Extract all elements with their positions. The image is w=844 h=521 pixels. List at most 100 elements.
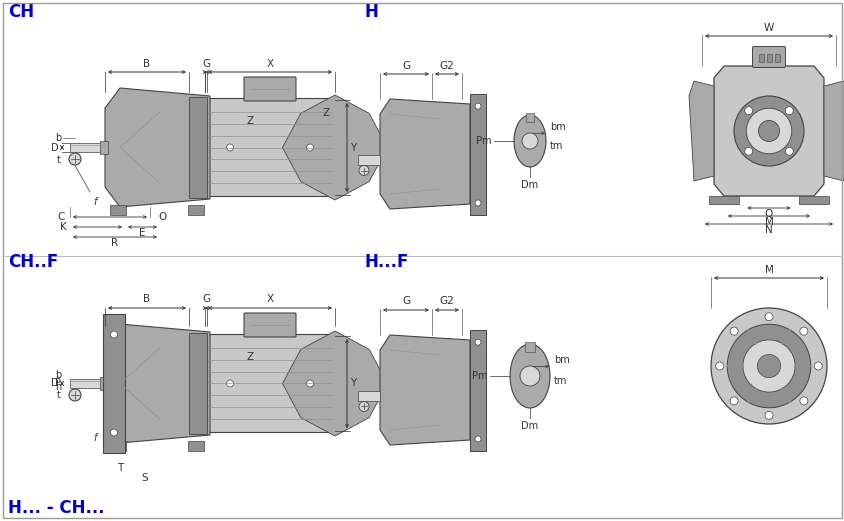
Circle shape bbox=[306, 380, 313, 387]
Text: H... - CH...: H... - CH... bbox=[8, 499, 105, 517]
Text: b: b bbox=[55, 133, 61, 143]
Circle shape bbox=[799, 327, 807, 335]
Circle shape bbox=[758, 120, 778, 142]
Text: N: N bbox=[764, 225, 772, 235]
Polygon shape bbox=[282, 331, 387, 436]
Text: P: P bbox=[55, 378, 61, 388]
Text: Z: Z bbox=[246, 352, 254, 362]
Text: M: M bbox=[764, 265, 772, 275]
Circle shape bbox=[756, 354, 780, 378]
FancyBboxPatch shape bbox=[203, 334, 336, 432]
Circle shape bbox=[474, 200, 480, 206]
Polygon shape bbox=[713, 66, 823, 196]
Bar bbox=[358, 391, 380, 401]
Text: Z: Z bbox=[246, 116, 254, 126]
FancyBboxPatch shape bbox=[244, 77, 295, 101]
Text: B: B bbox=[143, 294, 150, 304]
Text: O: O bbox=[158, 212, 166, 222]
Text: t: t bbox=[57, 390, 61, 400]
Circle shape bbox=[733, 96, 803, 166]
Circle shape bbox=[784, 107, 793, 115]
Bar bbox=[766, 54, 771, 62]
Text: T: T bbox=[116, 463, 123, 473]
Bar bbox=[358, 155, 380, 165]
Circle shape bbox=[226, 144, 233, 151]
Text: G2: G2 bbox=[439, 296, 454, 306]
Text: Dm: Dm bbox=[521, 180, 538, 190]
Bar bbox=[100, 141, 108, 154]
Polygon shape bbox=[105, 88, 210, 207]
Circle shape bbox=[745, 108, 791, 154]
Text: Pm: Pm bbox=[476, 136, 491, 146]
Text: H: H bbox=[365, 3, 378, 21]
FancyBboxPatch shape bbox=[189, 97, 207, 198]
Circle shape bbox=[522, 133, 538, 149]
Circle shape bbox=[226, 380, 233, 387]
Text: tm: tm bbox=[549, 141, 563, 151]
Bar bbox=[187, 205, 203, 215]
Text: M: M bbox=[764, 217, 772, 227]
Circle shape bbox=[715, 362, 722, 370]
Bar bbox=[110, 205, 126, 215]
Text: f: f bbox=[93, 197, 96, 207]
Text: D: D bbox=[51, 143, 58, 153]
Bar bbox=[100, 377, 108, 390]
Circle shape bbox=[474, 103, 480, 109]
Text: CH: CH bbox=[8, 3, 34, 21]
Polygon shape bbox=[282, 95, 387, 200]
Circle shape bbox=[359, 402, 369, 412]
Text: X: X bbox=[266, 294, 273, 304]
Polygon shape bbox=[823, 81, 844, 181]
Circle shape bbox=[474, 436, 480, 442]
Circle shape bbox=[69, 389, 81, 401]
Text: bm: bm bbox=[549, 122, 565, 132]
Polygon shape bbox=[380, 335, 469, 445]
Text: Z: Z bbox=[322, 108, 330, 118]
Ellipse shape bbox=[513, 115, 545, 167]
Text: G: G bbox=[202, 294, 210, 304]
Text: R: R bbox=[111, 238, 118, 248]
FancyBboxPatch shape bbox=[752, 46, 785, 68]
Text: W: W bbox=[763, 22, 773, 32]
Circle shape bbox=[729, 327, 738, 335]
Text: tm: tm bbox=[554, 376, 566, 386]
Circle shape bbox=[111, 331, 117, 338]
Bar bbox=[798, 196, 828, 204]
Text: Q: Q bbox=[764, 209, 772, 219]
Text: G: G bbox=[402, 296, 409, 306]
Circle shape bbox=[727, 324, 809, 408]
Text: bm: bm bbox=[554, 355, 569, 365]
Bar bbox=[70, 143, 105, 152]
Polygon shape bbox=[688, 81, 713, 181]
Polygon shape bbox=[380, 99, 469, 209]
Circle shape bbox=[710, 308, 826, 424]
Circle shape bbox=[69, 153, 81, 165]
Polygon shape bbox=[105, 324, 210, 443]
Bar bbox=[469, 330, 485, 451]
Circle shape bbox=[729, 397, 738, 405]
Circle shape bbox=[744, 147, 752, 155]
Text: G2: G2 bbox=[439, 60, 454, 70]
FancyBboxPatch shape bbox=[189, 333, 207, 434]
Circle shape bbox=[111, 429, 117, 436]
Circle shape bbox=[519, 366, 539, 386]
Circle shape bbox=[744, 107, 752, 115]
Text: Y: Y bbox=[350, 143, 356, 153]
Bar bbox=[524, 342, 534, 352]
Circle shape bbox=[784, 147, 793, 155]
Bar bbox=[708, 196, 738, 204]
Text: CH..F: CH..F bbox=[8, 253, 58, 271]
Bar bbox=[187, 441, 203, 451]
Text: H...F: H...F bbox=[365, 253, 408, 271]
FancyBboxPatch shape bbox=[103, 314, 125, 453]
Text: E: E bbox=[139, 228, 145, 238]
Text: t: t bbox=[57, 155, 61, 165]
Text: K: K bbox=[60, 222, 67, 232]
Bar bbox=[758, 54, 763, 62]
Text: n: n bbox=[55, 381, 61, 391]
Text: G: G bbox=[202, 58, 210, 68]
Text: D: D bbox=[51, 378, 58, 389]
Text: b: b bbox=[55, 369, 61, 379]
Circle shape bbox=[742, 340, 794, 392]
Bar bbox=[469, 94, 485, 215]
